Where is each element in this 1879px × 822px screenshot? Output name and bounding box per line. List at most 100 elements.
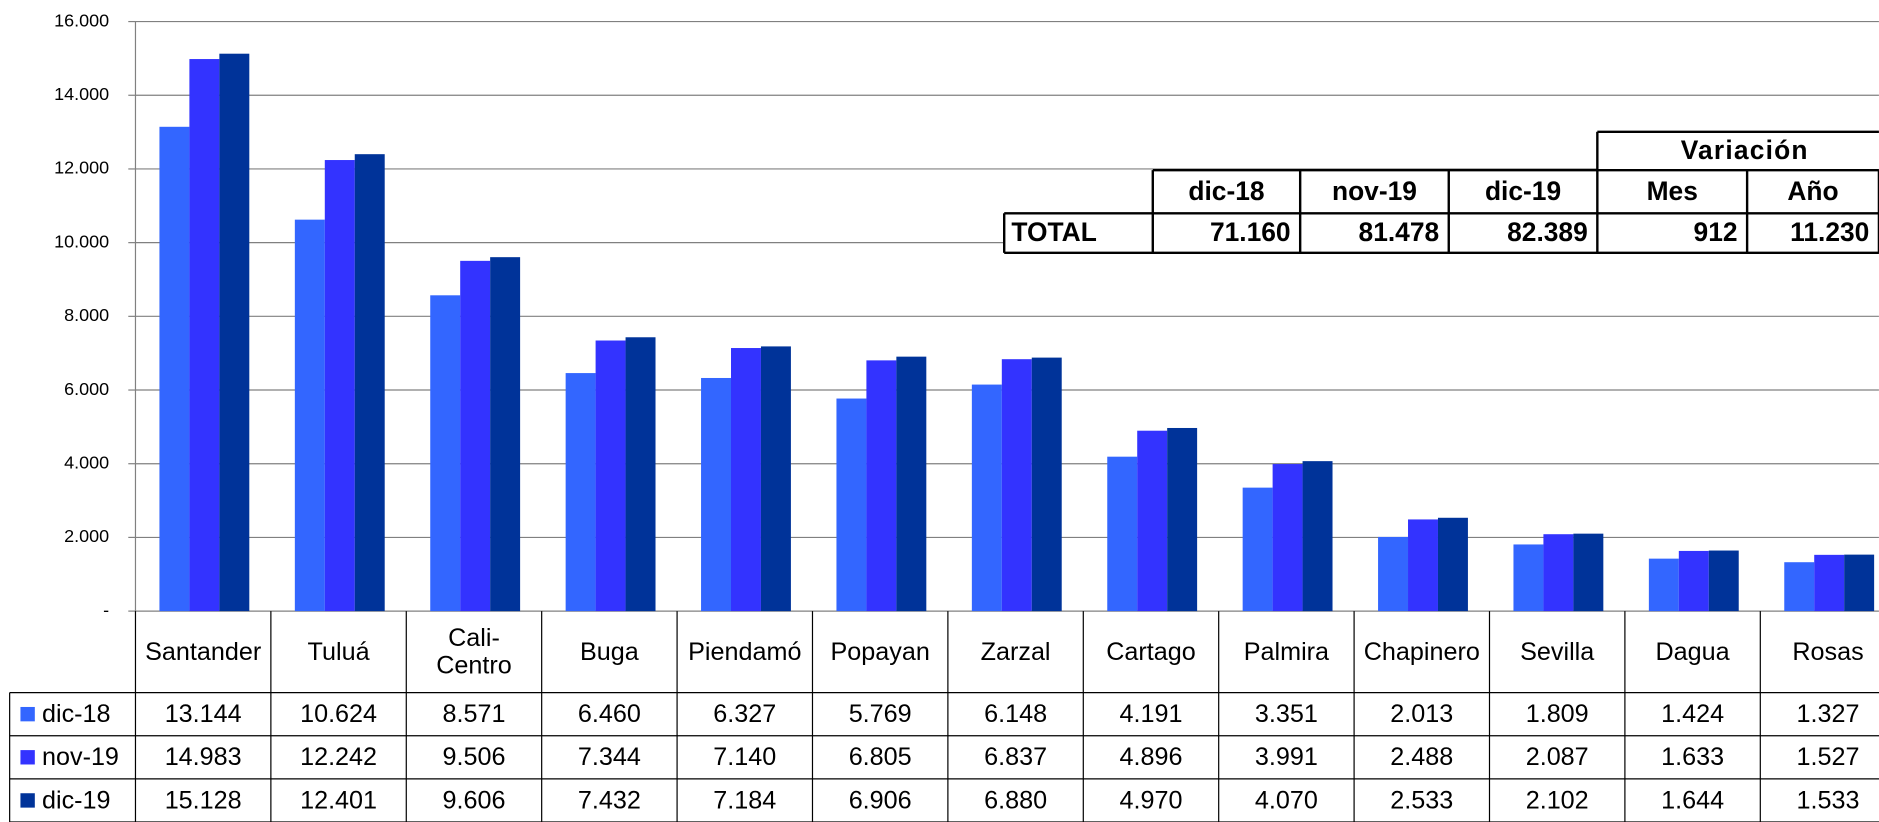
data-label: 2.087 — [1526, 743, 1589, 771]
bar — [1678, 550, 1709, 612]
data-label: 7.140 — [713, 743, 776, 771]
bar — [1302, 461, 1333, 612]
summary-bg — [1004, 170, 1879, 253]
summary-group-header: Variación — [1681, 135, 1809, 165]
data-label: 6.327 — [713, 700, 776, 728]
summary-cell: 71.160 — [1210, 217, 1291, 247]
legend-swatch — [20, 793, 35, 808]
bar — [354, 154, 385, 612]
bar — [1031, 357, 1062, 612]
x-tick-label: Tuluá — [307, 638, 370, 666]
data-label: 13.144 — [165, 700, 242, 728]
data-label: 9.506 — [443, 743, 506, 771]
data-label: 6.805 — [849, 743, 912, 771]
data-label: 12.401 — [300, 786, 377, 814]
bar — [159, 126, 190, 612]
y-tick-label: 6.000 — [64, 379, 109, 399]
y-tick-label: 14.000 — [54, 84, 109, 104]
x-tick-label: Dagua — [1655, 638, 1730, 666]
data-label: 6.906 — [849, 786, 912, 814]
data-label: 4.896 — [1120, 743, 1183, 771]
category-cell: Zarzal — [980, 638, 1051, 666]
y-tick-label: 2.000 — [64, 526, 109, 546]
bar — [625, 337, 656, 612]
bar — [294, 219, 325, 612]
data-label: 3.351 — [1255, 700, 1318, 728]
data-label: 14.983 — [165, 743, 242, 771]
y-tick-label: 12.000 — [54, 158, 109, 178]
data-label: 2.533 — [1390, 786, 1453, 814]
bar — [701, 377, 732, 612]
bar — [1437, 517, 1468, 612]
bar — [1543, 534, 1574, 612]
data-label: 8.571 — [443, 700, 506, 728]
data-label: 1.527 — [1797, 743, 1860, 771]
x-tick-label: Cali-Centro — [436, 624, 512, 680]
data-label: 6.148 — [984, 700, 1047, 728]
bar — [565, 373, 596, 612]
data-label: 15.128 — [165, 786, 242, 814]
bar — [1784, 562, 1815, 612]
category-cell: Dagua — [1655, 638, 1730, 666]
data-label: 6.837 — [984, 743, 1047, 771]
bar — [1573, 533, 1604, 612]
data-label: 2.013 — [1390, 700, 1453, 728]
x-tick-label: Zarzal — [980, 638, 1051, 666]
data-label: 6.880 — [984, 786, 1047, 814]
data-label: 1.327 — [1797, 700, 1860, 728]
x-tick-label: Santander — [145, 638, 262, 666]
category-cell: Rosas — [1792, 638, 1864, 666]
x-tick-label: Piendamó — [688, 638, 802, 666]
data-label: 12.242 — [300, 743, 377, 771]
x-tick-label: Chapinero — [1363, 638, 1480, 666]
legend-label: nov-19 — [42, 743, 119, 771]
x-tick-label: Sevilla — [1520, 638, 1595, 666]
y-tick-label: 8.000 — [64, 305, 109, 325]
summary-row-label: TOTAL — [1011, 217, 1096, 247]
bar — [1708, 550, 1739, 612]
summary-column-header: dic-19 — [1485, 176, 1561, 206]
summary-column-header: Año — [1787, 176, 1838, 206]
bar — [1242, 487, 1273, 612]
bar — [595, 340, 626, 612]
y-tick-label: 16.000 — [54, 10, 109, 30]
bar — [1378, 536, 1409, 612]
data-label: 9.606 — [443, 786, 506, 814]
bar — [971, 384, 1002, 612]
x-tick-label: Buga — [579, 638, 639, 666]
data-label: 10.624 — [300, 700, 377, 728]
bar — [490, 257, 521, 612]
y-tick-label: 10.000 — [54, 231, 109, 251]
bar — [1844, 554, 1875, 612]
summary-column-header: nov-19 — [1332, 176, 1417, 206]
bar — [1137, 430, 1168, 612]
data-label: 7.432 — [578, 786, 641, 814]
data-label: 1.533 — [1797, 786, 1860, 814]
category-cell: Cartago — [1106, 638, 1196, 666]
y-tick-label: - — [103, 600, 109, 620]
summary-cell: 82.389 — [1507, 217, 1588, 247]
legend-label: dic-18 — [42, 700, 111, 728]
x-tick-label: Rosas — [1792, 638, 1864, 666]
category-cell: Tuluá — [307, 638, 370, 666]
bar — [219, 53, 250, 612]
summary-bg — [1597, 131, 1879, 171]
data-label: 2.102 — [1526, 786, 1589, 814]
x-tick-label: Palmira — [1243, 638, 1330, 666]
category-cell: Popayan — [831, 638, 930, 666]
category-cell: Sevilla — [1520, 638, 1595, 666]
y-tick-label: 4.000 — [64, 452, 109, 472]
summary-cell: 11.230 — [1790, 217, 1869, 247]
bar — [1001, 359, 1032, 612]
data-label: 5.769 — [849, 700, 912, 728]
bar — [1408, 519, 1438, 612]
data-label: 4.070 — [1255, 786, 1318, 814]
legend-swatch — [20, 706, 35, 722]
summary-cell: 81.478 — [1359, 217, 1440, 247]
bar — [836, 398, 867, 612]
bar — [866, 360, 897, 612]
data-label: 4.970 — [1120, 786, 1183, 814]
bar — [1272, 464, 1303, 612]
